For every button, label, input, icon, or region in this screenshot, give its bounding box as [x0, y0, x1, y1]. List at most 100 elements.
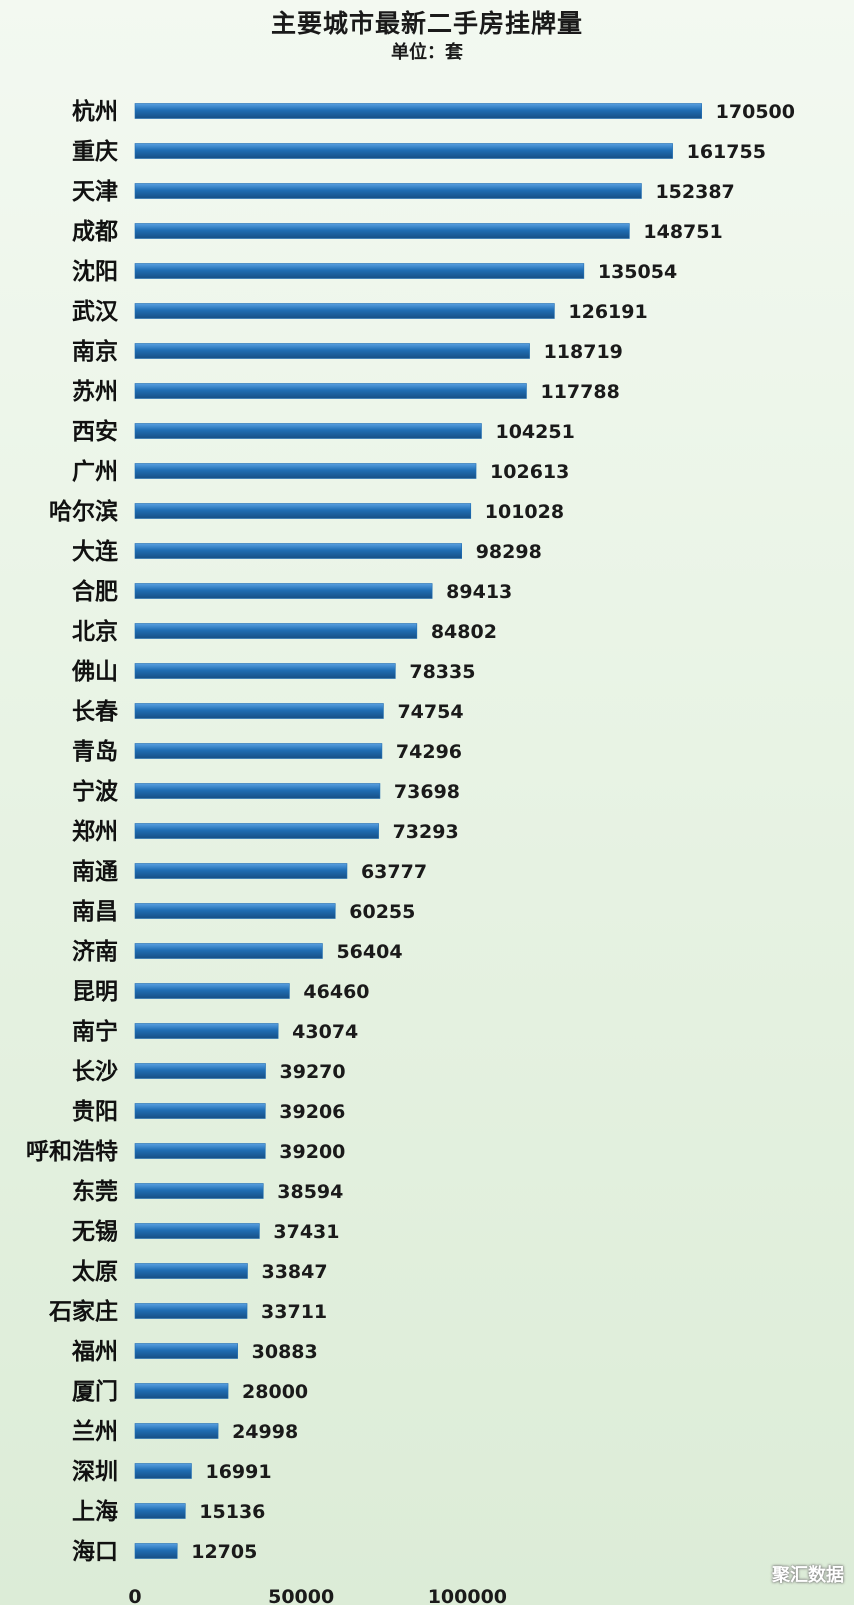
data-label: 78335	[409, 661, 475, 683]
data-label: 148751	[643, 221, 722, 243]
category-label: 天津	[72, 178, 118, 205]
category-label: 杭州	[72, 98, 118, 125]
category-label: 昆明	[72, 979, 118, 1005]
data-label: 73698	[394, 781, 460, 803]
data-label: 24998	[232, 1421, 298, 1443]
watermark: 聚汇数据	[772, 1565, 844, 1586]
category-label: 长沙	[72, 1059, 118, 1085]
value-labels: 170500 161755 152387 148751 135054 126191 1187…	[191, 101, 795, 1563]
bar	[134, 103, 702, 119]
category-label: 东莞	[72, 1178, 118, 1205]
chart-title: 主要城市最新二手房挂牌量	[270, 9, 583, 38]
data-label: 84802	[431, 621, 497, 643]
bar	[134, 1103, 266, 1119]
data-label: 98298	[476, 541, 542, 563]
category-label: 佛山	[71, 659, 118, 685]
x-tick-label: 100000	[428, 1586, 507, 1605]
bar	[134, 1383, 229, 1399]
bar	[134, 343, 530, 359]
category-label: 深圳	[72, 1459, 118, 1485]
category-label: 青岛	[72, 738, 118, 765]
bar	[134, 1183, 264, 1199]
data-label: 56404	[336, 941, 402, 963]
bars-layer	[134, 103, 702, 1559]
category-label: 郑州	[72, 819, 118, 845]
category-label: 哈尔滨	[49, 498, 118, 525]
bar	[134, 383, 527, 399]
bar	[134, 143, 673, 159]
data-label: 46460	[303, 981, 369, 1003]
data-label: 39200	[279, 1141, 345, 1163]
category-label: 北京	[72, 618, 118, 645]
bar	[134, 623, 418, 639]
bar	[134, 943, 323, 959]
data-label: 28000	[242, 1381, 308, 1403]
category-label: 兰州	[72, 1418, 118, 1445]
category-label: 上海	[72, 1498, 118, 1525]
category-label: 沈阳	[72, 259, 118, 285]
bar	[134, 423, 482, 439]
category-label: 太原	[72, 1259, 118, 1285]
data-label: 126191	[568, 301, 647, 323]
data-label: 102613	[490, 461, 569, 483]
category-label: 长春	[72, 699, 119, 725]
data-label: 33847	[261, 1261, 327, 1283]
data-label: 38594	[277, 1181, 343, 1203]
bar	[134, 303, 555, 319]
data-label: 15136	[199, 1501, 265, 1523]
category-label: 济南	[72, 938, 118, 965]
category-label: 重庆	[72, 138, 118, 165]
bar	[134, 1023, 279, 1039]
data-label: 104251	[495, 421, 574, 443]
category-label: 大连	[72, 538, 119, 565]
data-label: 73293	[393, 821, 459, 843]
category-label: 福州	[71, 1339, 118, 1365]
bar	[134, 1423, 219, 1439]
bar	[134, 1543, 178, 1559]
category-label: 南通	[72, 859, 118, 885]
data-label: 152387	[655, 181, 734, 203]
bar	[134, 903, 336, 919]
bar	[134, 503, 472, 519]
category-label: 南京	[72, 338, 118, 365]
data-label: 37431	[273, 1221, 339, 1243]
category-label: 苏州	[72, 379, 118, 405]
x-axis: 0 50000 100000	[128, 1586, 507, 1605]
data-label: 101028	[485, 501, 564, 523]
bar	[134, 1303, 248, 1319]
bar	[134, 743, 383, 759]
bar	[134, 183, 642, 199]
data-label: 16991	[205, 1461, 271, 1483]
bar	[134, 783, 381, 799]
category-label: 石家庄	[48, 1298, 118, 1325]
data-label: 43074	[292, 1021, 358, 1043]
category-label: 无锡	[72, 1219, 118, 1245]
category-label: 武汉	[72, 299, 119, 325]
data-label: 161755	[687, 141, 766, 163]
bar	[134, 263, 585, 279]
category-label: 西安	[72, 418, 118, 445]
category-label: 海口	[72, 1538, 118, 1565]
chart-subtitle: 单位：套	[391, 42, 463, 63]
data-label: 60255	[349, 901, 415, 923]
data-label: 30883	[252, 1341, 318, 1363]
category-label: 成都	[72, 219, 118, 245]
bar	[134, 1463, 192, 1479]
data-label: 170500	[716, 101, 795, 123]
data-label: 135054	[598, 261, 677, 283]
category-label: 厦门	[72, 1378, 118, 1405]
category-label: 贵阳	[72, 1099, 118, 1125]
x-tick-label: 50000	[268, 1586, 334, 1605]
data-label: 74296	[396, 741, 462, 763]
data-label: 39206	[279, 1101, 345, 1123]
data-label: 74754	[397, 701, 463, 723]
category-labels: 杭州重庆天津成都沈阳武汉南京苏州西安广州哈尔滨大连合肥北京佛山长春青岛宁波郑州南…	[26, 98, 119, 1565]
data-label: 118719	[544, 341, 623, 363]
bar	[134, 863, 348, 879]
bar	[134, 583, 433, 599]
bar	[134, 1223, 260, 1239]
data-label: 63777	[361, 861, 427, 883]
category-label: 宁波	[72, 778, 119, 805]
bar	[134, 823, 379, 839]
